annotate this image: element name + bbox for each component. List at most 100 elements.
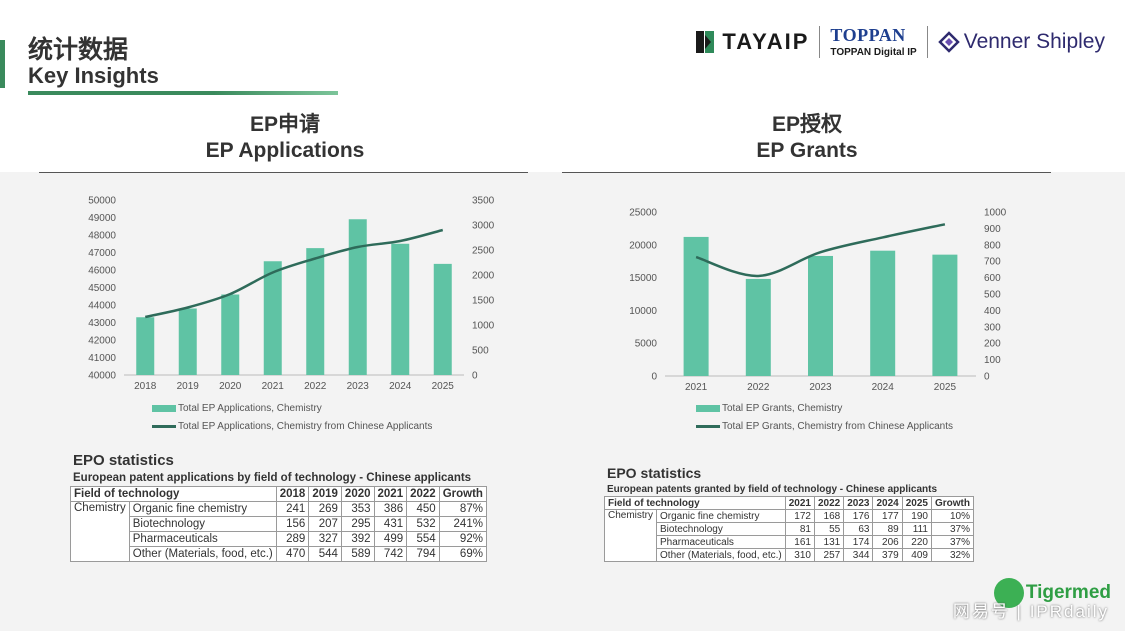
table-value-cell: 353 xyxy=(340,501,375,517)
x-tick-label: 2022 xyxy=(747,382,770,393)
bar xyxy=(745,278,771,376)
tigermed-watermark: Tigermed xyxy=(993,578,1111,608)
source-watermark: 网易号 | IPRdaily xyxy=(952,602,1109,621)
legend-line-label: Total EP Applications, Chemistry from Ch… xyxy=(178,420,433,432)
table-header-cell: Growth xyxy=(438,486,487,502)
bar xyxy=(348,219,367,375)
x-tick-label: 2022 xyxy=(304,381,327,392)
y-right-tick-label: 2000 xyxy=(472,271,495,282)
y-right-tick-label: 400 xyxy=(984,306,1001,317)
table-header-cell: Growth xyxy=(930,496,974,510)
y-left-tick-label: 46000 xyxy=(88,266,116,277)
table-value-cell: 156 xyxy=(275,516,310,532)
table-value-cell: 392 xyxy=(340,531,375,547)
table-header-cell: 2019 xyxy=(308,486,342,502)
applications-chart: 40000 41000 42000 43000 44000 45000 46000 47000… xyxy=(88,196,495,393)
table-field-cell: Other (Materials, food, etc.) xyxy=(128,546,277,562)
table-value-cell: 554 xyxy=(406,531,440,547)
table-field-cell: Pharmaceuticals xyxy=(656,535,786,549)
table-value-cell: 431 xyxy=(373,516,408,532)
table-value-cell: 92% xyxy=(438,531,487,547)
venner-wordmark: Venner Shipley xyxy=(963,30,1105,53)
tayaip-mark-icon xyxy=(696,31,715,53)
partner-logos: TAYAIP TOPPAN TOPPAN Digital IP Venner S… xyxy=(696,24,1105,60)
table-value-cell: 176 xyxy=(843,509,874,523)
table-row: Pharmaceuticals 161 131 174 206 220 37% xyxy=(605,535,974,549)
table-value-cell: 742 xyxy=(373,546,408,562)
table-value-cell: 344 xyxy=(843,548,874,562)
y-right-tick-label: 1000 xyxy=(472,321,495,332)
bar xyxy=(221,294,240,375)
x-tick-label: 2021 xyxy=(262,381,285,392)
legend-item-line: Total EP Applications, Chemistry from Ch… xyxy=(152,417,432,435)
y-right-tick-label: 200 xyxy=(984,339,1001,350)
x-tick-label: 2024 xyxy=(872,382,895,393)
table-header-cell: 2022 xyxy=(813,496,845,510)
table-value-cell: 295 xyxy=(340,516,375,532)
table-row: Chemistry Organic fine chemistry 241 269 353… xyxy=(70,501,487,562)
table-row: Other (Materials, food, etc.) 310 257 344 37… xyxy=(605,548,974,562)
x-tick-label: 2020 xyxy=(219,381,242,392)
table-value-cell: 269 xyxy=(308,501,342,517)
table-header-cell: 2020 xyxy=(340,486,375,502)
y-right-tick-label: 3500 xyxy=(472,196,495,207)
page-title-en: Key Insights xyxy=(28,63,159,88)
table-value-cell: 241% xyxy=(438,516,487,532)
tigermed-logo-icon xyxy=(993,578,1024,608)
legend-item-line: Total EP Grants, Chemistry from Chinese … xyxy=(696,417,953,435)
page-title-zh: 统计数据 xyxy=(28,36,129,64)
table-value-cell: 794 xyxy=(406,546,440,562)
grants-heading-rule xyxy=(562,172,1051,173)
series-line xyxy=(695,223,946,278)
table-value-cell: 379 xyxy=(872,548,903,562)
y-right-tick-label: 1500 xyxy=(472,296,495,307)
y-left-tick-label: 10000 xyxy=(629,306,657,317)
applications-heading-en: EP Applications xyxy=(205,139,365,162)
y-left-tick-label: 50000 xyxy=(88,196,116,207)
table-header-cell: 2021 xyxy=(373,486,408,502)
table-value-cell: 532 xyxy=(406,516,440,532)
table-header-cell: 2021 xyxy=(784,496,815,510)
venner-shipley-logo: Venner Shipley xyxy=(937,30,1105,54)
bar xyxy=(263,261,282,375)
legend-item-bar: Total EP Grants, Chemistry xyxy=(696,399,953,417)
bar xyxy=(391,243,410,375)
table-value-cell: 37% xyxy=(930,535,974,549)
table-value-cell: 89 xyxy=(872,522,903,536)
y-right-tick-label: 0 xyxy=(984,372,990,383)
table-value-cell: 190 xyxy=(901,509,932,523)
y-left-tick-label: 42000 xyxy=(88,336,116,347)
table-field-cell: Other (Materials, food, etc.) xyxy=(656,548,786,562)
bar xyxy=(808,255,833,376)
toppan-logo: TOPPAN TOPPAN Digital IP xyxy=(830,26,916,58)
x-tick-label: 2024 xyxy=(389,381,412,392)
x-tick-label: 2019 xyxy=(177,381,200,392)
title-underline xyxy=(28,91,338,95)
table-value-cell: 206 xyxy=(872,535,903,549)
table-value-cell: 63 xyxy=(843,522,874,536)
y-left-tick-label: 41000 xyxy=(88,353,116,364)
legend-bar-label: Total EP Applications, Chemistry xyxy=(178,402,322,414)
y-right-tick-label: 2500 xyxy=(472,246,495,257)
y-right-tick-label: 600 xyxy=(984,273,1001,284)
y-left-tick-label: 25000 xyxy=(629,208,657,219)
applications-legend: Total EP Applications, Chemistry Total E… xyxy=(152,399,432,435)
x-tick-label: 2021 xyxy=(685,382,708,393)
table-value-cell: 499 xyxy=(373,531,408,547)
grants-heading: EP授权 EP Grants xyxy=(562,112,1052,164)
table-value-cell: 241 xyxy=(275,501,310,517)
toppan-wordmark: TOPPAN xyxy=(830,25,906,45)
applications-stats-subtitle: European patent applications by field of… xyxy=(73,472,472,484)
logo-divider xyxy=(819,26,821,58)
bar xyxy=(433,263,452,375)
grants-heading-zh: EP授权 xyxy=(771,113,842,136)
table-row: Other (Materials, food, etc.) 470 544 589 74… xyxy=(71,546,487,562)
table-row: Chemistry Organic fine chemistry 172 168 176… xyxy=(603,509,974,562)
table-header-cell: 2025 xyxy=(901,496,932,510)
venner-chevron-icon xyxy=(937,31,960,53)
y-left-tick-label: 49000 xyxy=(88,213,116,224)
grants-stats-title: EPO statistics xyxy=(607,465,702,481)
table-value-cell: 327 xyxy=(308,531,342,547)
bar xyxy=(870,250,896,376)
y-left-tick-label: 20000 xyxy=(629,240,657,251)
